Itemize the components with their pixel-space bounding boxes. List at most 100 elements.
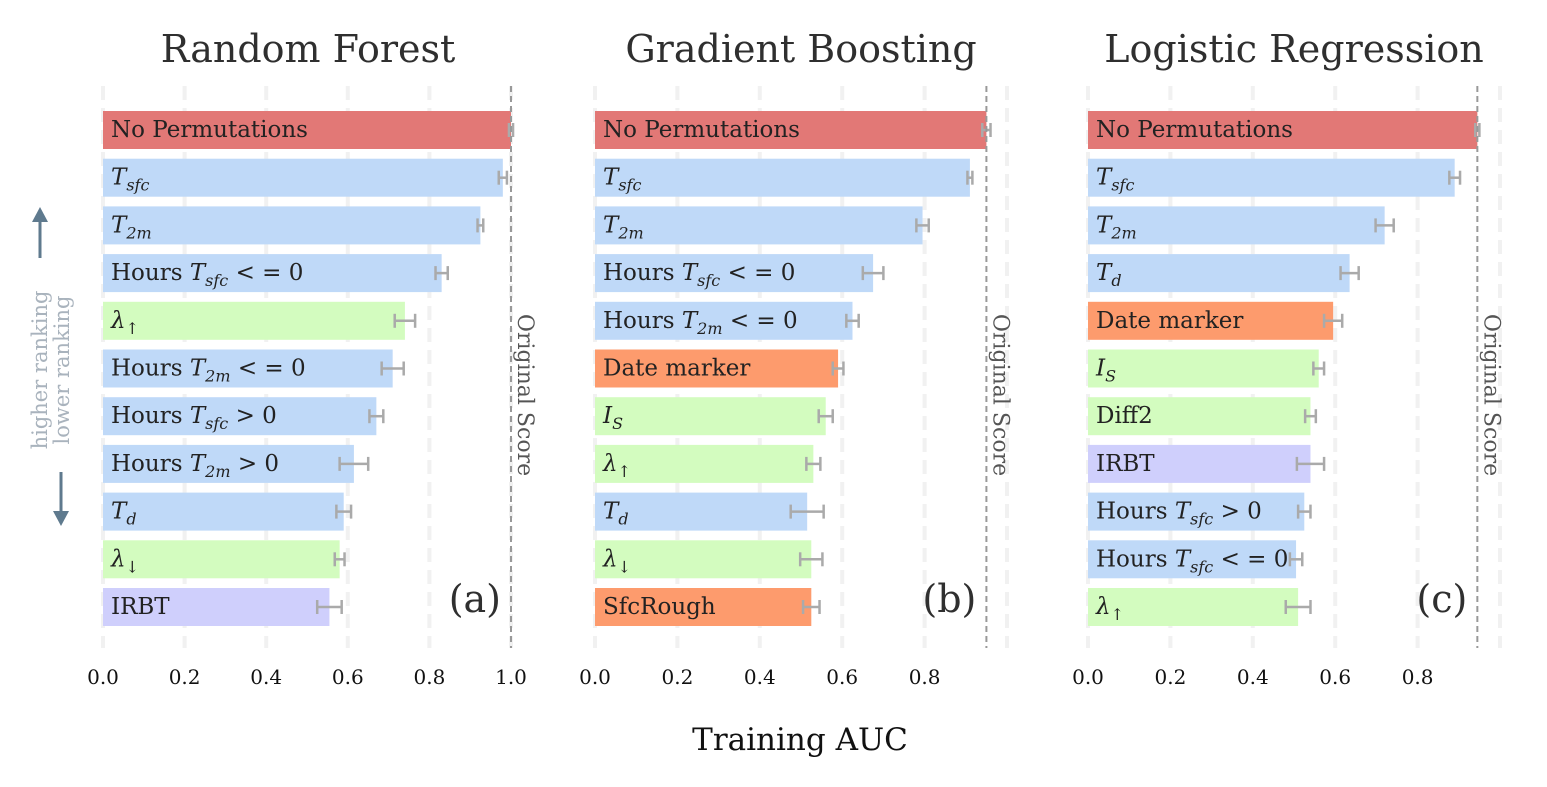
bar — [595, 301, 853, 340]
bar — [1088, 444, 1311, 483]
bar-label: Hours Tsfc < = 0 — [603, 260, 795, 290]
chart-panels: Random Forest No Permutations Tsfc T2m Hours… — [87, 27, 1503, 689]
bar — [103, 588, 330, 626]
bar — [595, 206, 923, 245]
bar-label: λ↑ — [1095, 594, 1124, 624]
x-tick-label: 0.2 — [169, 665, 201, 689]
bar-label: Hours Tsfc > 0 — [111, 403, 277, 433]
x-tick-label: 0.8 — [1402, 665, 1434, 689]
x-tick-label: 0.2 — [661, 665, 693, 689]
bar-group: Hours Tsfc > 0 — [103, 397, 385, 436]
bar — [595, 540, 812, 579]
bar — [103, 254, 442, 293]
bar-group: Hours Tsfc > 0 — [1088, 492, 1312, 531]
bar — [595, 397, 826, 436]
bar — [595, 349, 839, 388]
bar-label: SfcRough — [603, 594, 716, 620]
up-arrow-icon — [32, 207, 48, 258]
x-tick-label: 0.4 — [250, 665, 282, 689]
bar — [1088, 397, 1311, 436]
bar-label: IRBT — [111, 594, 170, 620]
bar-label: λ↓ — [602, 546, 631, 576]
lower-ranking-label: lower ranking — [50, 296, 74, 445]
bar-group: Tsfc — [1088, 158, 1462, 197]
bar-group: T2m — [1088, 206, 1395, 245]
x-tick-label: 0.4 — [1237, 665, 1269, 689]
bar-group: λ↑ — [1088, 588, 1312, 626]
bar-label: Td — [603, 499, 629, 529]
x-tick-label: 0.0 — [1072, 665, 1104, 689]
bar — [103, 206, 481, 245]
bar-group: Td — [595, 492, 825, 531]
bar-group: No Permutations — [595, 111, 992, 149]
bar-group: λ↑ — [595, 444, 822, 483]
bar-group: Hours T2m < = 0 — [103, 349, 405, 388]
bar — [1088, 301, 1334, 340]
bar — [595, 444, 814, 483]
bar-label: Hours T2m < = 0 — [111, 356, 306, 386]
x-tick-label: 0.8 — [909, 665, 941, 689]
bar-group: No Permutations — [1088, 111, 1481, 149]
bar — [1088, 206, 1385, 245]
bar — [1088, 588, 1299, 626]
bar — [1088, 540, 1297, 579]
panel-2: Gradient Boosting No Permutations Tsfc T2m H… — [579, 27, 1012, 689]
bar — [595, 254, 874, 293]
bar-label: Hours Tsfc < = 0 — [1096, 546, 1288, 576]
panel-title: Logistic Regression — [1104, 27, 1483, 71]
panel-1: Random Forest No Permutations Tsfc T2m Hours… — [87, 27, 537, 689]
bar-label: Diff2 — [1096, 403, 1153, 429]
bar — [1088, 111, 1478, 149]
panel-3: Logistic Regression No Permutations Tsfc T2… — [1072, 27, 1503, 689]
bar-group: Date marker — [1088, 301, 1344, 340]
bar-group: Hours Tsfc < = 0 — [1088, 540, 1304, 579]
bar-group: IRBT — [1088, 444, 1326, 483]
bar-group: No Permutations — [103, 111, 515, 149]
bar — [595, 158, 970, 197]
bar-group: Tsfc — [103, 158, 509, 197]
bar-group: Td — [1088, 254, 1360, 293]
ranking-indicator: higher ranking lower ranking — [28, 207, 74, 526]
bar — [103, 444, 354, 483]
x-tick-label: 0.6 — [1319, 665, 1351, 689]
bar-label: Date marker — [1096, 308, 1243, 334]
bar-label: λ↑ — [602, 451, 631, 481]
bar-label: Tsfc — [1096, 165, 1134, 195]
x-tick-label: 1.0 — [495, 665, 527, 689]
original-score-label: Original Score — [1478, 314, 1503, 476]
higher-ranking-label: higher ranking — [28, 291, 52, 450]
bar-group: λ↑ — [103, 301, 417, 340]
bar-label: Td — [111, 499, 137, 529]
bar — [595, 588, 812, 626]
bar — [103, 158, 503, 197]
bar-label: Tsfc — [603, 165, 641, 195]
original-score-label: Original Score — [987, 314, 1012, 476]
bar-group: Date marker — [595, 349, 845, 388]
bar-label: Hours Tsfc < = 0 — [111, 260, 303, 290]
bar-group: Diff2 — [1088, 397, 1318, 436]
bar-group: Hours T2m < = 0 — [595, 301, 860, 340]
bar-group: IS — [595, 397, 834, 436]
bar-label: λ↑ — [110, 308, 139, 338]
bar-group: IRBT — [103, 588, 343, 626]
bar — [103, 492, 344, 531]
bar-label: No Permutations — [603, 117, 800, 143]
bar-group: SfcRough — [595, 588, 821, 626]
x-tick-label: 0.6 — [332, 665, 364, 689]
panel-title: Random Forest — [161, 27, 456, 71]
bar — [1088, 349, 1319, 388]
bar-label: No Permutations — [111, 117, 308, 143]
bar-label: λ↓ — [110, 546, 139, 576]
bar — [595, 111, 987, 149]
bar-group: IS — [1088, 349, 1326, 388]
bar — [1088, 254, 1350, 293]
down-arrow-icon — [53, 472, 69, 526]
bar-label: Hours T2m > 0 — [111, 451, 279, 481]
bar-label: T2m — [1096, 212, 1137, 242]
bar-label: IS — [1095, 356, 1116, 386]
bar-label: T2m — [603, 212, 644, 242]
bar-group: Hours Tsfc < = 0 — [103, 254, 450, 293]
bar-label: Td — [1096, 260, 1122, 290]
bar — [103, 349, 393, 388]
